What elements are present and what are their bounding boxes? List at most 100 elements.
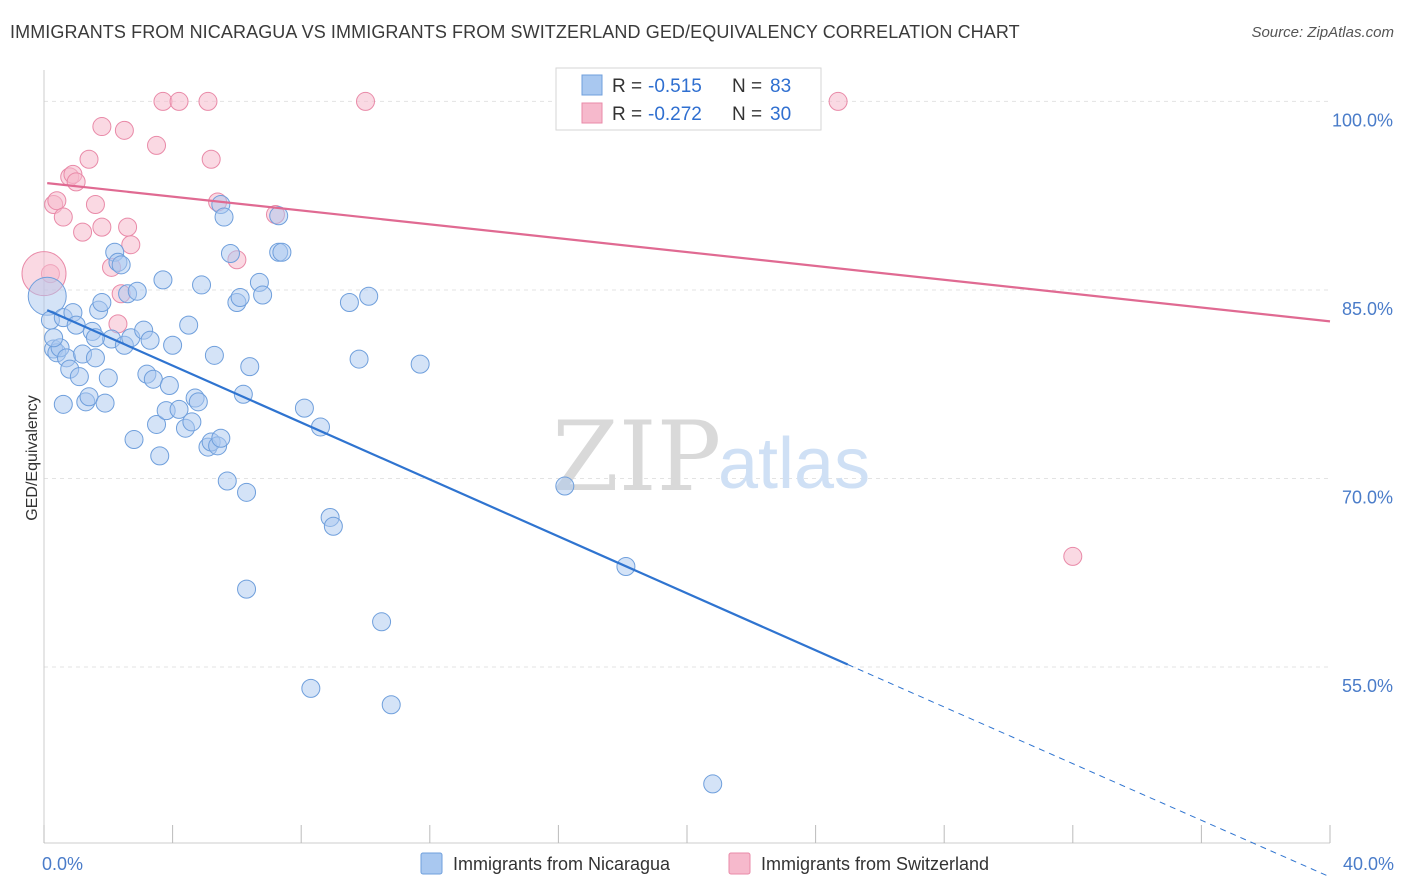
nicaragua-point [359,286,379,306]
bottom-legend-swatch-nicaragua [420,852,443,875]
nicaragua-point [111,255,131,275]
nicaragua-point [555,476,575,496]
nicaragua-point [214,207,234,227]
switzerland-point [828,91,848,111]
switzerland-trend-line [47,182,1331,323]
watermark-zip: ZIP [552,401,721,513]
nicaragua-point [69,367,89,387]
nicaragua-point [294,398,314,418]
axes [43,70,1331,844]
x-tick-label: 0.0% [42,854,83,874]
legend-n-label-nicaragua: N = [732,76,767,97]
nicaragua-point [269,206,289,226]
nicaragua-point [153,270,173,290]
nicaragua-point [301,678,321,698]
watermark: ZIP atlas [552,401,870,513]
switzerland-point [169,91,189,111]
nicaragua-point [92,293,112,313]
bottom-legend-swatch-switzerland [728,852,751,875]
nicaragua-point [53,394,73,414]
switzerland-point [92,117,112,137]
nicaragua-point [339,293,359,313]
nicaragua-point [192,275,212,295]
nicaragua-point [124,430,144,450]
switzerland-point [118,217,138,237]
y-tick-label: 100.0% [1332,110,1393,130]
nicaragua-point [703,774,723,794]
switzerland-point [85,194,105,214]
x-tick-label: 40.0% [1343,854,1394,874]
nicaragua-point [150,446,170,466]
bottom-legend-label-switzerland: Immigrants from Switzerland [761,854,989,874]
y-tick-label: 85.0% [1342,299,1393,319]
nicaragua-point [79,387,99,407]
nicaragua-trend-extension [847,664,1331,878]
legend-r-label-switzerland: R = [612,104,647,125]
x-tick-labels: 0.0% 40.0% [42,854,1394,874]
switzerland-point [121,235,141,255]
series-legend: Immigrants from Nicaragua Immigrants fro… [420,852,989,875]
legend-r-value-nicaragua: -0.515 [648,76,702,97]
nicaragua-point [85,348,105,368]
nicaragua-point [410,354,430,374]
nicaragua-point [230,288,250,308]
nicaragua-point [211,428,231,448]
nicaragua-point [98,368,118,388]
legend-swatch-nicaragua [581,74,603,96]
nicaragua-point [163,335,183,355]
trend-lines [46,182,1331,878]
chart-title: IMMIGRANTS FROM NICARAGUA VS IMMIGRANTS … [10,22,1020,42]
nicaragua-point [147,414,167,434]
nicaragua-point [169,399,189,419]
y-tick-label: 55.0% [1342,676,1393,696]
legend-r-value-switzerland: -0.272 [648,104,702,125]
nicaragua-point [179,315,199,335]
switzerland-point [92,217,112,237]
nicaragua-point [140,330,160,350]
watermark-atlas: atlas [718,424,870,504]
switzerland-point [356,91,375,111]
bottom-legend-label-nicaragua: Immigrants from Nicaragua [453,854,671,874]
legend-n-label-switzerland: N = [732,104,767,125]
switzerland-point [198,91,218,111]
switzerland-point [147,135,167,155]
nicaragua-point [143,369,163,389]
nicaragua-point [323,516,343,536]
legend-n-value-nicaragua: 83 [770,76,791,97]
switzerland-point [153,91,173,111]
nicaragua-point [204,345,224,365]
switzerland-point [66,172,86,192]
source-label: Source: ZipAtlas.com [1251,24,1394,41]
nicaragua-point [237,579,257,599]
nicaragua-point [127,281,147,301]
stats-legend: R = -0.515 N = 83 R = -0.272 N = 30 [555,67,822,131]
y-axis-label: GED/Equivalency [24,395,41,520]
switzerland-point [114,120,134,140]
nicaragua-point [240,357,260,377]
nicaragua-point [217,471,237,491]
switzerland-point [79,149,99,169]
legend-r-label-nicaragua: R = [612,76,647,97]
y-tick-labels: 100.0% 85.0% 70.0% 55.0% [1332,110,1393,696]
nicaragua-point [44,328,64,348]
switzerland-point [73,222,93,242]
nicaragua-point [188,392,208,412]
nicaragua-point [182,412,202,432]
legend-n-value-switzerland: 30 [770,104,791,125]
nicaragua-point [381,695,401,715]
switzerland-point [47,191,67,211]
switzerland-point [1063,546,1083,566]
nicaragua-point [272,242,292,262]
nicaragua-trend-line [46,309,849,666]
nicaragua-point [159,375,179,395]
nicaragua-point [372,612,392,632]
nicaragua-point [237,482,257,502]
legend-swatch-switzerland [581,102,603,124]
nicaragua-point [95,393,115,413]
nicaragua-point [253,285,273,305]
y-tick-label: 70.0% [1342,487,1393,507]
switzerland-point [53,207,73,227]
switzerland-point [201,149,221,169]
nicaragua-point [349,349,369,369]
